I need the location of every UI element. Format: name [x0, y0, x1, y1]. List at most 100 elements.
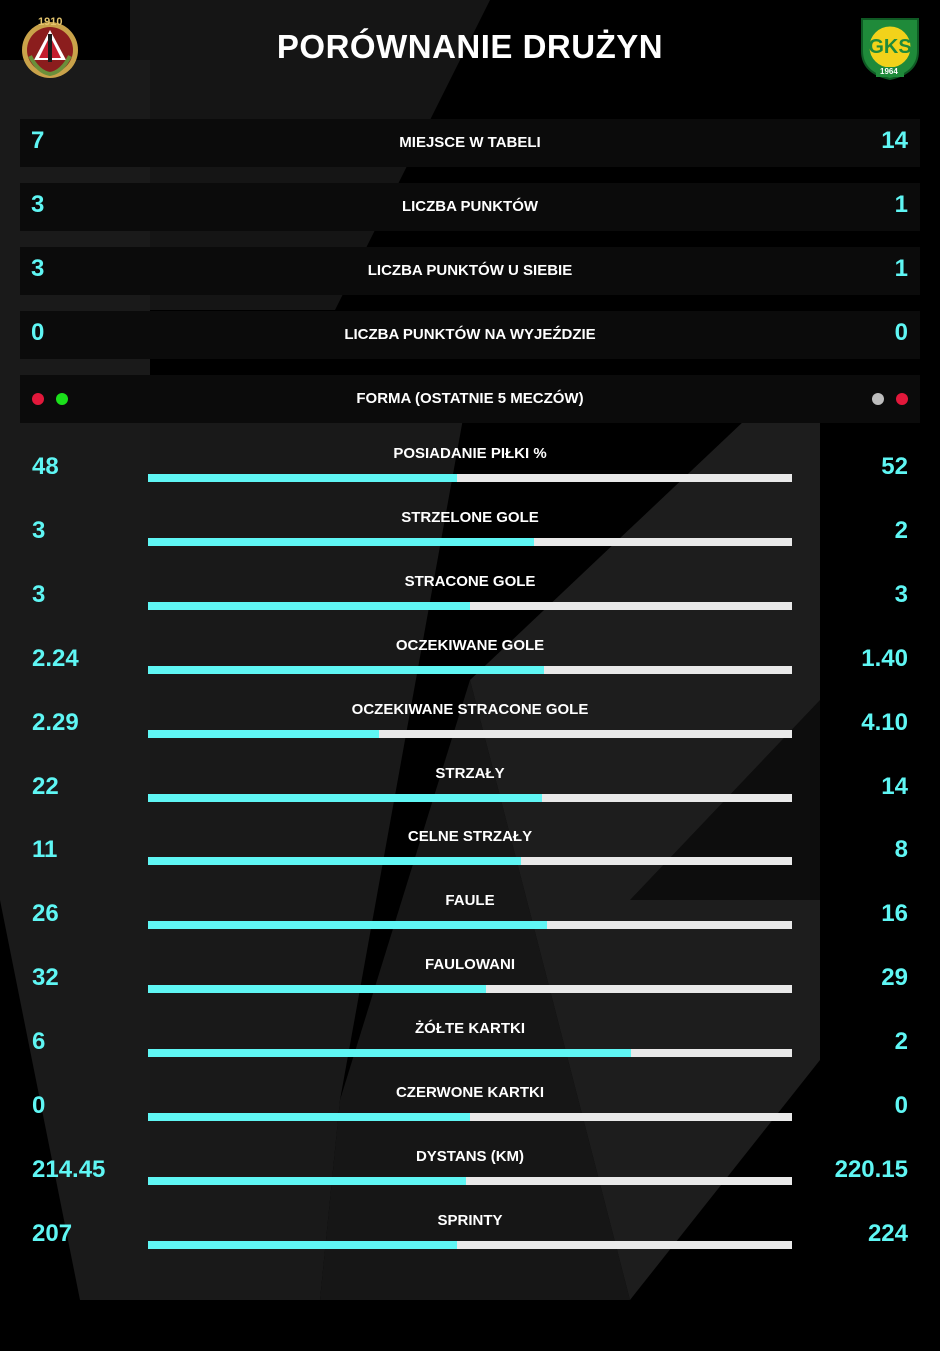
home-value: 6: [32, 1028, 46, 1055]
stat-bar-row: 22 STRZAŁY 14: [20, 751, 920, 815]
comparison-bar-fill: [148, 730, 379, 738]
away-value: 29: [881, 964, 908, 991]
stat-row-table-position: 7 MIEJSCE W TABELI 14: [20, 119, 920, 167]
comparison-bar-track: [148, 857, 792, 865]
home-value: 207: [32, 1220, 73, 1247]
comparison-bar-fill: [148, 1113, 470, 1121]
stat-label: OCZEKIWANE STRACONE GOLE: [351, 701, 589, 718]
comparison-bar-track: [148, 1049, 792, 1057]
stat-row-points: 3 LICZBA PUNKTÓW 1: [20, 183, 920, 231]
stat-label: MIEJSCE W TABELI: [399, 134, 541, 151]
away-value: 1.40: [861, 645, 908, 672]
comparison-bar-fill: [148, 921, 547, 929]
away-value: 16: [881, 900, 908, 927]
comparison-bar-fill: [148, 1177, 466, 1185]
comparison-bar-fill: [148, 1049, 631, 1057]
comparison-bar-fill: [148, 857, 521, 865]
comparison-bar-track: [148, 1241, 792, 1249]
stat-label: POSIADANIE PIŁKI %: [393, 445, 547, 462]
stat-label: LICZBA PUNKTÓW: [401, 198, 539, 215]
header: 1910 PORÓWNANIE DRUŻYN GKS 1964: [0, 0, 940, 100]
stat-bar-row: 214.45 DYSTANS (KM) 220.15: [20, 1134, 920, 1198]
form-draw-dot: [872, 393, 884, 405]
away-value: 2: [894, 1028, 908, 1055]
comparison-bar-fill: [148, 794, 542, 802]
form-loss-dot: [896, 393, 908, 405]
away-value: 52: [881, 453, 908, 480]
stat-label: STRACONE GOLE: [404, 573, 536, 590]
comparison-bar-track: [148, 985, 792, 993]
home-value: 26: [32, 900, 59, 927]
right-crest-year: 1964: [880, 67, 898, 76]
comparison-bar-track: [148, 602, 792, 610]
stat-label: CELNE STRZAŁY: [407, 828, 533, 845]
comparison-bar-track: [148, 666, 792, 674]
form-loss-dot: [32, 393, 44, 405]
home-value: 22: [32, 773, 59, 800]
comparison-bar-fill: [148, 1241, 458, 1249]
comparison-bar-fill: [148, 666, 545, 674]
comparison-bar-track: [148, 1177, 792, 1185]
stat-label: CZERWONE KARTKI: [395, 1084, 545, 1101]
stat-label: DYSTANS (KM): [415, 1148, 525, 1165]
stat-bar-row: 26 FAULE 16: [20, 878, 920, 942]
stat-label: STRZELONE GOLE: [401, 509, 539, 526]
away-value: 224: [867, 1220, 908, 1247]
form-win-dot: [56, 393, 68, 405]
stat-bar-row: 48 POSIADANIE PIŁKI % 52: [20, 431, 920, 495]
page-title: PORÓWNANIE DRUŻYN: [276, 28, 664, 65]
away-value: 4.10: [861, 709, 908, 736]
stat-bar-row: 6 ŻÓŁTE KARTKI 2: [20, 1006, 920, 1070]
away-value: 220.15: [834, 1156, 908, 1183]
stat-row-away-points: 0 LICZBA PUNKTÓW NA WYJEŹDZIE 0: [20, 311, 920, 359]
stat-row-form: FORMA (OSTATNIE 5 MECZÓW): [20, 375, 920, 423]
svg-text:GKS: GKS: [868, 36, 911, 58]
stat-label: FORMA (OSTATNIE 5 MECZÓW): [356, 390, 584, 407]
away-value: 14: [881, 127, 908, 154]
home-value: 0: [32, 1092, 46, 1119]
stat-label: FAULOWANI: [425, 956, 515, 973]
gks-katowice-crest-icon: GKS 1964: [858, 15, 922, 81]
stat-label: STRZAŁY: [435, 765, 505, 782]
stat-label: LICZBA PUNKTÓW NA WYJEŹDZIE: [344, 326, 596, 343]
stat-row-home-points: 3 LICZBA PUNKTÓW U SIEBIE 1: [20, 247, 920, 295]
away-value: 2: [894, 517, 908, 544]
left-crest-year: 1910: [38, 16, 63, 28]
comparison-bar-track: [148, 474, 792, 482]
stat-label: OCZEKIWANE GOLE: [395, 637, 545, 654]
comparison-bar-fill: [148, 602, 470, 610]
stat-bar-row: 3 STRZELONE GOLE 2: [20, 495, 920, 559]
home-value: 7: [31, 127, 45, 154]
stat-label: FAULE: [445, 892, 495, 909]
home-value: 2.24: [32, 645, 79, 672]
home-value: 0: [31, 319, 45, 346]
stat-bar-row: 207 SPRINTY 224: [20, 1198, 920, 1262]
home-value: 32: [32, 964, 59, 991]
home-value: 3: [32, 517, 46, 544]
club-crest-1910-icon: 1910: [18, 16, 82, 80]
stat-bar-row: 32 FAULOWANI 29: [20, 942, 920, 1006]
comparison-bar-fill: [148, 474, 458, 482]
away-value: 14: [881, 773, 908, 800]
home-value: 3: [32, 581, 46, 608]
comparison-bar-track: [148, 538, 792, 546]
stat-bar-row: 11 CELNE STRZAŁY 8: [20, 814, 920, 878]
away-value: 1: [894, 191, 908, 218]
away-value: 1: [894, 255, 908, 282]
comparison-bar-track: [148, 794, 792, 802]
comparison-bar-fill: [148, 538, 535, 546]
comparison-bar-track: [148, 730, 792, 738]
stat-bar-row: 0 CZERWONE KARTKI 0: [20, 1070, 920, 1134]
stat-label: SPRINTY: [437, 1212, 503, 1229]
comparison-bar-fill: [148, 985, 486, 993]
away-value: 3: [894, 581, 908, 608]
away-value: 0: [894, 1092, 908, 1119]
stat-bar-row: 2.29 OCZEKIWANE STRACONE GOLE 4.10: [20, 687, 920, 751]
stat-bar-row: 3 STRACONE GOLE 3: [20, 559, 920, 623]
home-value: 3: [31, 191, 45, 218]
comparison-bar-track: [148, 1113, 792, 1121]
home-value: 3: [31, 255, 45, 282]
home-value: 2.29: [32, 709, 79, 736]
away-value: 8: [894, 836, 908, 863]
stat-label: ŻÓŁTE KARTKI: [415, 1020, 525, 1037]
